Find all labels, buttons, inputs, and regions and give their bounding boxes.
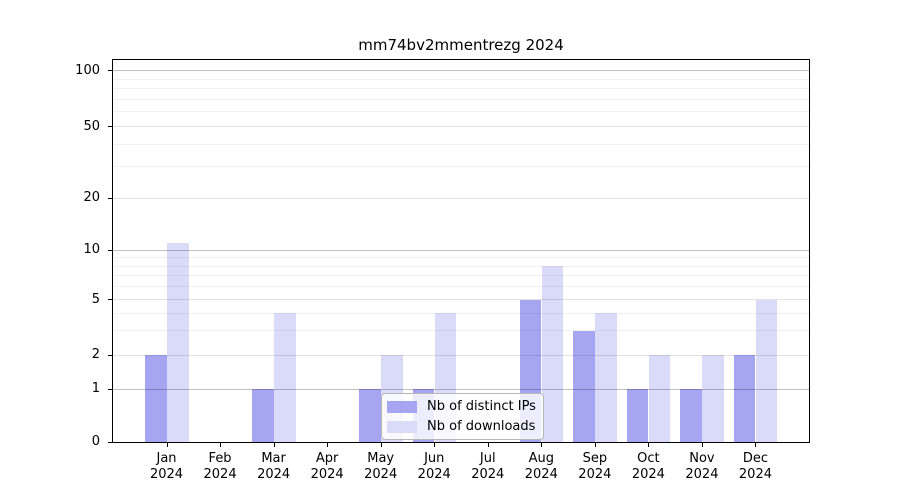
x-tick-label-apr: Apr 2024 bbox=[310, 451, 344, 482]
x-tick-mark-jul bbox=[487, 443, 489, 447]
bar-aug-downloads bbox=[541, 266, 564, 442]
legend: Nb of distinct IPs Nb of downloads bbox=[381, 393, 544, 440]
x-tick-mark-sep bbox=[594, 443, 596, 447]
y-tick-mark-2 bbox=[108, 354, 112, 356]
x-tick-label-mar: Mar 2024 bbox=[257, 451, 291, 482]
x-tick-label-oct: Oct 2024 bbox=[631, 451, 665, 482]
bar-may-distinct-ips bbox=[359, 389, 381, 442]
legend-label-distinct-ips: Nb of distinct IPs bbox=[427, 399, 536, 414]
x-tick-label-aug: Aug 2024 bbox=[524, 451, 558, 482]
bar-dec-distinct-ips bbox=[733, 355, 756, 442]
chart-title: mm74bv2mmentrezg 2024 bbox=[358, 36, 564, 54]
legend-swatch-distinct-ips bbox=[387, 400, 417, 413]
bar-sep-distinct-ips bbox=[573, 330, 595, 442]
y-tick-mark-0 bbox=[108, 441, 112, 443]
x-tick-mark-dec bbox=[755, 443, 757, 447]
x-tick-mark-apr bbox=[327, 443, 329, 447]
x-tick-mark-oct bbox=[648, 443, 650, 447]
x-tick-mark-feb bbox=[220, 443, 222, 447]
y-tick-mark-5 bbox=[108, 299, 112, 301]
legend-item-distinct-ips: Nb of distinct IPs bbox=[387, 398, 536, 415]
bar-sep-downloads bbox=[595, 313, 617, 442]
legend-swatch-downloads bbox=[387, 420, 417, 433]
y-tick-mark-20 bbox=[108, 197, 112, 199]
x-tick-label-may: May 2024 bbox=[364, 451, 398, 482]
y-tick-mark-1 bbox=[108, 388, 112, 390]
y-tick-label-0: 0 bbox=[91, 434, 100, 449]
y-tick-mark-100 bbox=[108, 70, 112, 72]
bar-mar-downloads bbox=[274, 313, 296, 442]
bar-oct-downloads bbox=[648, 355, 671, 442]
y-tick-label-20: 20 bbox=[83, 190, 100, 206]
x-tick-mark-jan bbox=[166, 443, 168, 447]
bar-dec-downloads bbox=[755, 299, 778, 442]
y-tick-label-100: 100 bbox=[75, 62, 100, 78]
x-tick-mark-mar bbox=[273, 443, 275, 447]
y-tick-label-1: 1 bbox=[91, 381, 100, 397]
plot-area: Nb of distinct IPs Nb of downloads bbox=[112, 59, 810, 443]
y-tick-mark-10 bbox=[108, 249, 112, 251]
x-tick-mark-may bbox=[380, 443, 382, 447]
x-tick-mark-aug bbox=[541, 443, 543, 447]
y-tick-label-10: 10 bbox=[83, 242, 100, 257]
bar-oct-distinct-ips bbox=[626, 389, 649, 442]
bar-jan-distinct-ips bbox=[145, 355, 167, 442]
x-tick-mark-nov bbox=[701, 443, 703, 447]
x-tick-mark-jun bbox=[434, 443, 436, 447]
bar-nov-downloads bbox=[702, 355, 724, 442]
y-tick-label-50: 50 bbox=[83, 118, 100, 134]
x-tick-label-sep: Sep 2024 bbox=[578, 451, 612, 482]
legend-item-downloads: Nb of downloads bbox=[387, 418, 536, 435]
bar-mar-distinct-ips bbox=[252, 389, 274, 442]
y-tick-label-5: 5 bbox=[91, 291, 100, 307]
x-tick-label-jul: Jul 2024 bbox=[471, 451, 505, 482]
x-tick-label-feb: Feb 2024 bbox=[203, 451, 237, 482]
bar-nov-distinct-ips bbox=[680, 389, 702, 442]
x-tick-label-dec: Dec 2024 bbox=[738, 451, 772, 482]
x-tick-label-jun: Jun 2024 bbox=[417, 451, 451, 482]
y-tick-label-2: 2 bbox=[91, 347, 100, 363]
bars-layer bbox=[113, 60, 809, 442]
bar-jan-downloads bbox=[167, 242, 189, 442]
y-tick-mark-50 bbox=[108, 126, 112, 128]
legend-label-downloads: Nb of downloads bbox=[427, 419, 536, 434]
x-tick-label-nov: Nov 2024 bbox=[685, 451, 719, 482]
x-tick-label-jan: Jan 2024 bbox=[149, 451, 184, 482]
